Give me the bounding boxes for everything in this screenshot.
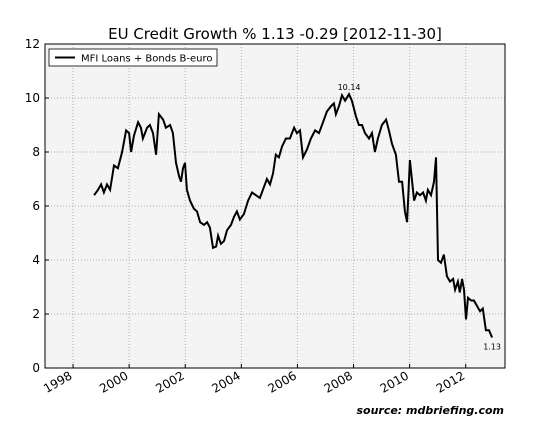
x-tick-label: 2012 <box>434 368 467 395</box>
source: source: mdbriefing.com <box>356 404 504 417</box>
plot-frame <box>44 43 506 369</box>
y-tick-label: 0 <box>32 361 40 375</box>
annotation: 10.14 <box>338 83 361 92</box>
x-tick-label: 2010 <box>378 368 411 395</box>
x-tick-label: 2002 <box>153 368 186 395</box>
legend-label: MFI Loans + Bonds B-euro <box>81 54 212 65</box>
y-tick-label: 8 <box>32 145 40 159</box>
chart-title: EU Credit Growth % 1.13 -0.29 [2012-11-3… <box>108 25 442 43</box>
y-tick-label: 4 <box>32 253 40 267</box>
line <box>93 92 494 338</box>
x-tick-label: 1998 <box>41 368 74 395</box>
plot-background <box>45 44 505 368</box>
y-tick-label: 10 <box>25 91 40 105</box>
x-tick-label: 2008 <box>322 368 355 395</box>
legend-box <box>48 48 218 67</box>
x-tick-label: 2000 <box>97 368 130 395</box>
x-tick-label: 2006 <box>265 368 298 395</box>
y-tick-label: 12 <box>25 37 40 51</box>
y-tick-label: 2 <box>32 307 40 321</box>
x-tick-label: 2004 <box>209 368 242 395</box>
y-tick-label: 6 <box>32 199 40 213</box>
annotation: 1.13 <box>483 342 501 351</box>
